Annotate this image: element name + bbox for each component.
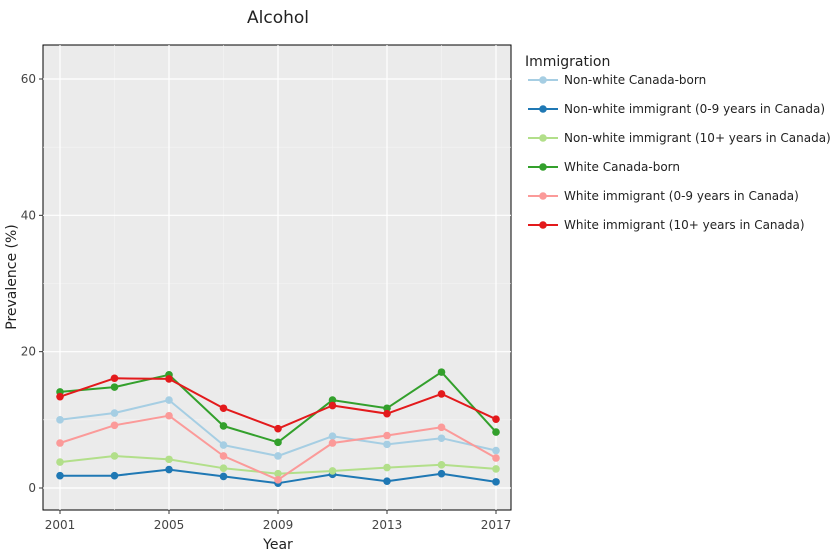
- data-point[interactable]: [110, 471, 119, 480]
- x-tick-label: 2017: [481, 518, 512, 532]
- data-point[interactable]: [383, 477, 391, 485]
- y-tick-label: 20: [21, 345, 36, 359]
- legend-label: White Canada-born: [564, 160, 680, 174]
- legend-item[interactable]: White immigrant (10+ years in Canada): [528, 218, 805, 232]
- data-point[interactable]: [383, 409, 391, 418]
- data-point[interactable]: [492, 446, 500, 455]
- plot-area: [42, 44, 512, 511]
- legend-marker: [539, 192, 547, 200]
- series-1: [56, 396, 500, 460]
- data-point[interactable]: [383, 463, 391, 472]
- data-point[interactable]: [437, 434, 446, 443]
- data-point[interactable]: [110, 452, 119, 460]
- y-axis-title: Prevalence (%): [4, 224, 20, 330]
- data-point[interactable]: [56, 439, 64, 447]
- data-point[interactable]: [437, 423, 446, 432]
- legend-marker: [539, 105, 547, 113]
- data-point[interactable]: [274, 469, 282, 478]
- legend-label: Non-white Canada-born: [564, 73, 706, 87]
- data-point[interactable]: [328, 467, 337, 475]
- legend-label: White immigrant (10+ years in Canada): [564, 218, 805, 232]
- x-tick-label: 2005: [154, 518, 185, 532]
- data-point[interactable]: [110, 374, 119, 383]
- legend-title: Immigration: [525, 54, 610, 70]
- data-point[interactable]: [219, 422, 228, 430]
- data-point[interactable]: [274, 424, 282, 433]
- chart-title: Alcohol: [247, 8, 309, 28]
- legend-item[interactable]: Non-white immigrant (0-9 years in Canada…: [528, 102, 825, 116]
- data-point[interactable]: [383, 404, 391, 413]
- data-point[interactable]: [110, 409, 119, 417]
- series-4: [56, 368, 500, 447]
- series-3: [56, 452, 500, 478]
- data-point[interactable]: [437, 461, 446, 469]
- data-point[interactable]: [56, 471, 64, 480]
- data-point[interactable]: [274, 438, 282, 447]
- y-tick-label: 60: [21, 72, 36, 86]
- data-point[interactable]: [328, 396, 337, 404]
- data-point[interactable]: [219, 404, 228, 413]
- data-point[interactable]: [165, 396, 173, 404]
- legend-marker: [539, 134, 547, 142]
- x-axis-title: Year: [262, 537, 293, 550]
- data-point[interactable]: [165, 465, 173, 474]
- data-point[interactable]: [492, 465, 500, 473]
- data-point[interactable]: [492, 478, 500, 486]
- data-point[interactable]: [219, 472, 228, 481]
- data-point[interactable]: [328, 401, 337, 410]
- legend-item[interactable]: Non-white immigrant (10+ years in Canada…: [528, 131, 831, 145]
- data-point[interactable]: [274, 476, 282, 484]
- legend-label: White immigrant (0-9 years in Canada): [564, 189, 799, 203]
- data-point[interactable]: [56, 458, 64, 466]
- data-point[interactable]: [437, 390, 446, 398]
- data-point[interactable]: [492, 415, 500, 423]
- data-point[interactable]: [110, 383, 119, 391]
- data-point[interactable]: [219, 452, 228, 460]
- legend-marker: [539, 163, 547, 171]
- x-tick-label: 2009: [263, 518, 294, 532]
- legend-label: Non-white immigrant (10+ years in Canada…: [564, 131, 831, 145]
- data-point[interactable]: [437, 368, 446, 376]
- data-point[interactable]: [328, 439, 337, 447]
- y-tick-label: 40: [21, 208, 36, 222]
- legend-item[interactable]: White Canada-born: [528, 160, 680, 174]
- data-point[interactable]: [437, 469, 446, 478]
- data-point[interactable]: [492, 428, 500, 436]
- series-5: [56, 411, 500, 484]
- legend-item[interactable]: White immigrant (0-9 years in Canada): [528, 189, 799, 203]
- data-point[interactable]: [219, 441, 228, 449]
- data-point[interactable]: [165, 375, 173, 383]
- x-tick-label: 2013: [372, 518, 403, 532]
- legend-marker: [539, 221, 547, 229]
- x-axis-ticks: 2001 2005 2009 2013 2017: [45, 510, 512, 532]
- data-point[interactable]: [383, 431, 391, 440]
- series-6: [56, 374, 500, 433]
- data-point[interactable]: [492, 454, 500, 462]
- series-group: [56, 368, 500, 488]
- x-tick-label: 2001: [45, 518, 76, 532]
- data-point[interactable]: [56, 392, 64, 401]
- data-point[interactable]: [383, 440, 391, 449]
- legend[interactable]: Non-white Canada-born Non-white immigrant…: [528, 73, 831, 232]
- data-point[interactable]: [165, 411, 173, 420]
- data-point[interactable]: [219, 464, 228, 473]
- data-point[interactable]: [274, 452, 282, 460]
- data-point[interactable]: [56, 416, 64, 424]
- data-point[interactable]: [110, 421, 119, 430]
- y-axis-ticks: 0 20 40 60: [21, 72, 43, 495]
- legend-marker: [539, 76, 547, 84]
- legend-label: Non-white immigrant (0-9 years in Canada…: [564, 102, 825, 116]
- legend-item[interactable]: Non-white Canada-born: [528, 73, 706, 87]
- data-point[interactable]: [165, 455, 173, 464]
- y-tick-label: 0: [28, 481, 36, 495]
- data-point[interactable]: [328, 432, 337, 440]
